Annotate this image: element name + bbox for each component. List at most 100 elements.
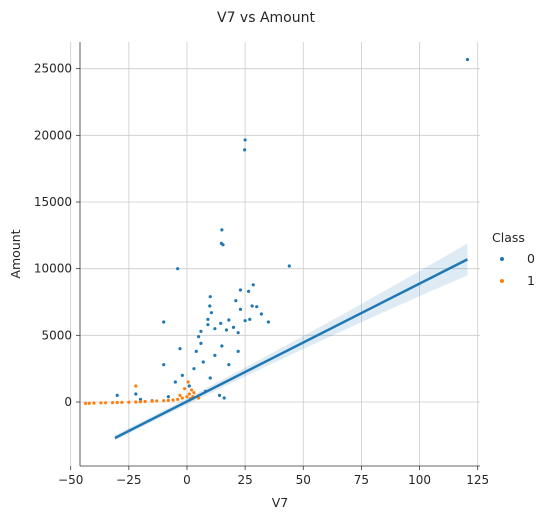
- data-point-series-1: [171, 398, 175, 402]
- data-point-series-0: [227, 318, 231, 322]
- y-axis-label: Amount: [8, 229, 23, 278]
- data-point-series-0: [162, 363, 166, 367]
- data-point-series-1: [127, 400, 131, 404]
- data-point-series-1: [110, 401, 115, 405]
- data-point-series-0: [247, 289, 251, 293]
- y-tick-label: 10000: [34, 262, 72, 276]
- data-point-series-0: [162, 320, 166, 324]
- data-point-series-0: [238, 307, 243, 311]
- series-1-points: [83, 380, 201, 405]
- chart-title: V7 vs Amount: [217, 10, 315, 26]
- x-tick-label: 0: [183, 473, 191, 487]
- data-point-series-1: [134, 384, 138, 388]
- data-point-series-0: [243, 148, 247, 152]
- data-point-series-0: [208, 304, 212, 308]
- data-point-series-0: [251, 283, 255, 287]
- legend-label-0: 0: [527, 251, 535, 266]
- data-point-series-0: [234, 299, 238, 303]
- data-point-series-1: [150, 399, 154, 403]
- data-point-series-0: [197, 335, 201, 339]
- data-point-series-0: [115, 393, 119, 397]
- data-point-series-1: [187, 392, 191, 396]
- legend-marker-0: [500, 257, 504, 261]
- y-tick-label: 5000: [41, 328, 72, 342]
- plot-area: [70, 42, 480, 467]
- data-point-series-0: [208, 376, 212, 380]
- x-axis-ticks: −50 −25 0 25 50 75 100 125: [58, 466, 489, 487]
- data-point-series-0: [227, 363, 231, 367]
- data-point-series-1: [143, 399, 147, 404]
- data-point-series-0: [176, 267, 180, 271]
- data-point-series-1: [120, 400, 124, 404]
- data-point-series-0: [213, 353, 217, 357]
- data-point-series-0: [236, 349, 240, 353]
- data-point-series-0: [166, 395, 170, 399]
- data-point-series-1: [99, 401, 103, 405]
- data-point-series-0: [199, 329, 203, 333]
- x-tick-label: 75: [354, 473, 369, 487]
- data-point-series-0: [213, 327, 217, 331]
- data-point-series-0: [187, 384, 191, 388]
- data-point-series-1: [180, 396, 184, 400]
- data-point-series-0: [243, 319, 247, 323]
- x-tick-label: −50: [58, 473, 83, 487]
- legend-marker-1: [500, 279, 504, 283]
- y-tick-label: 25000: [34, 62, 72, 76]
- data-point-series-0: [178, 347, 182, 351]
- y-tick-label: 20000: [34, 128, 72, 142]
- data-point-series-1: [178, 393, 182, 397]
- x-axis-label: V7: [272, 495, 289, 510]
- x-tick-label: 25: [237, 473, 252, 487]
- y-tick-label: 0: [64, 395, 72, 409]
- data-point-series-1: [166, 398, 170, 402]
- data-point-series-0: [201, 360, 205, 364]
- legend-title: Class: [492, 230, 525, 245]
- data-point-series-0: [180, 373, 184, 377]
- data-point-series-0: [134, 392, 138, 396]
- legend: Class 0 1: [492, 230, 535, 288]
- data-point-series-1: [92, 401, 96, 405]
- plot-background: [80, 42, 480, 466]
- data-point-series-0: [250, 304, 254, 308]
- data-point-series-0: [248, 317, 252, 321]
- data-point-series-1: [192, 391, 196, 395]
- data-point-series-0: [236, 331, 240, 335]
- data-point-series-0: [208, 295, 212, 299]
- data-point-series-0: [259, 312, 263, 316]
- data-point-series-1: [83, 401, 88, 405]
- data-point-series-0: [217, 393, 222, 397]
- y-axis-ticks: 0 5000 10000 15000 20000 25000: [34, 62, 80, 409]
- data-point-series-0: [231, 325, 236, 329]
- data-point-series-0: [287, 264, 291, 268]
- data-point-series-1: [138, 400, 143, 404]
- ci-band-shape: [114, 243, 468, 441]
- regression-line-path: [114, 258, 469, 440]
- data-point-series-0: [221, 243, 225, 247]
- data-point-series-0: [220, 228, 224, 232]
- x-tick-label: 100: [408, 473, 431, 487]
- data-point-series-1: [103, 401, 108, 405]
- data-point-series-0: [238, 288, 243, 292]
- data-point-series-0: [222, 396, 226, 400]
- data-point-series-1: [190, 388, 194, 392]
- regression-line: [114, 258, 469, 440]
- data-point-series-1: [115, 400, 119, 405]
- data-point-series-0: [173, 380, 177, 384]
- data-point-series-0: [465, 57, 470, 62]
- data-point-series-0: [266, 320, 270, 324]
- data-point-series-0: [192, 367, 196, 371]
- data-point-series-0: [209, 311, 213, 315]
- data-point-series-0: [255, 305, 259, 309]
- y-tick-label: 15000: [34, 195, 72, 209]
- confidence-band: [114, 243, 468, 441]
- data-point-series-0: [220, 344, 224, 348]
- data-point-series-0: [224, 328, 229, 332]
- data-point-series-0: [199, 341, 203, 345]
- data-point-series-0: [243, 138, 247, 142]
- data-point-series-1: [162, 399, 166, 403]
- data-point-series-1: [155, 399, 159, 403]
- x-tick-label: 50: [296, 473, 311, 487]
- data-point-series-0: [194, 349, 198, 353]
- data-point-series-1: [176, 397, 180, 401]
